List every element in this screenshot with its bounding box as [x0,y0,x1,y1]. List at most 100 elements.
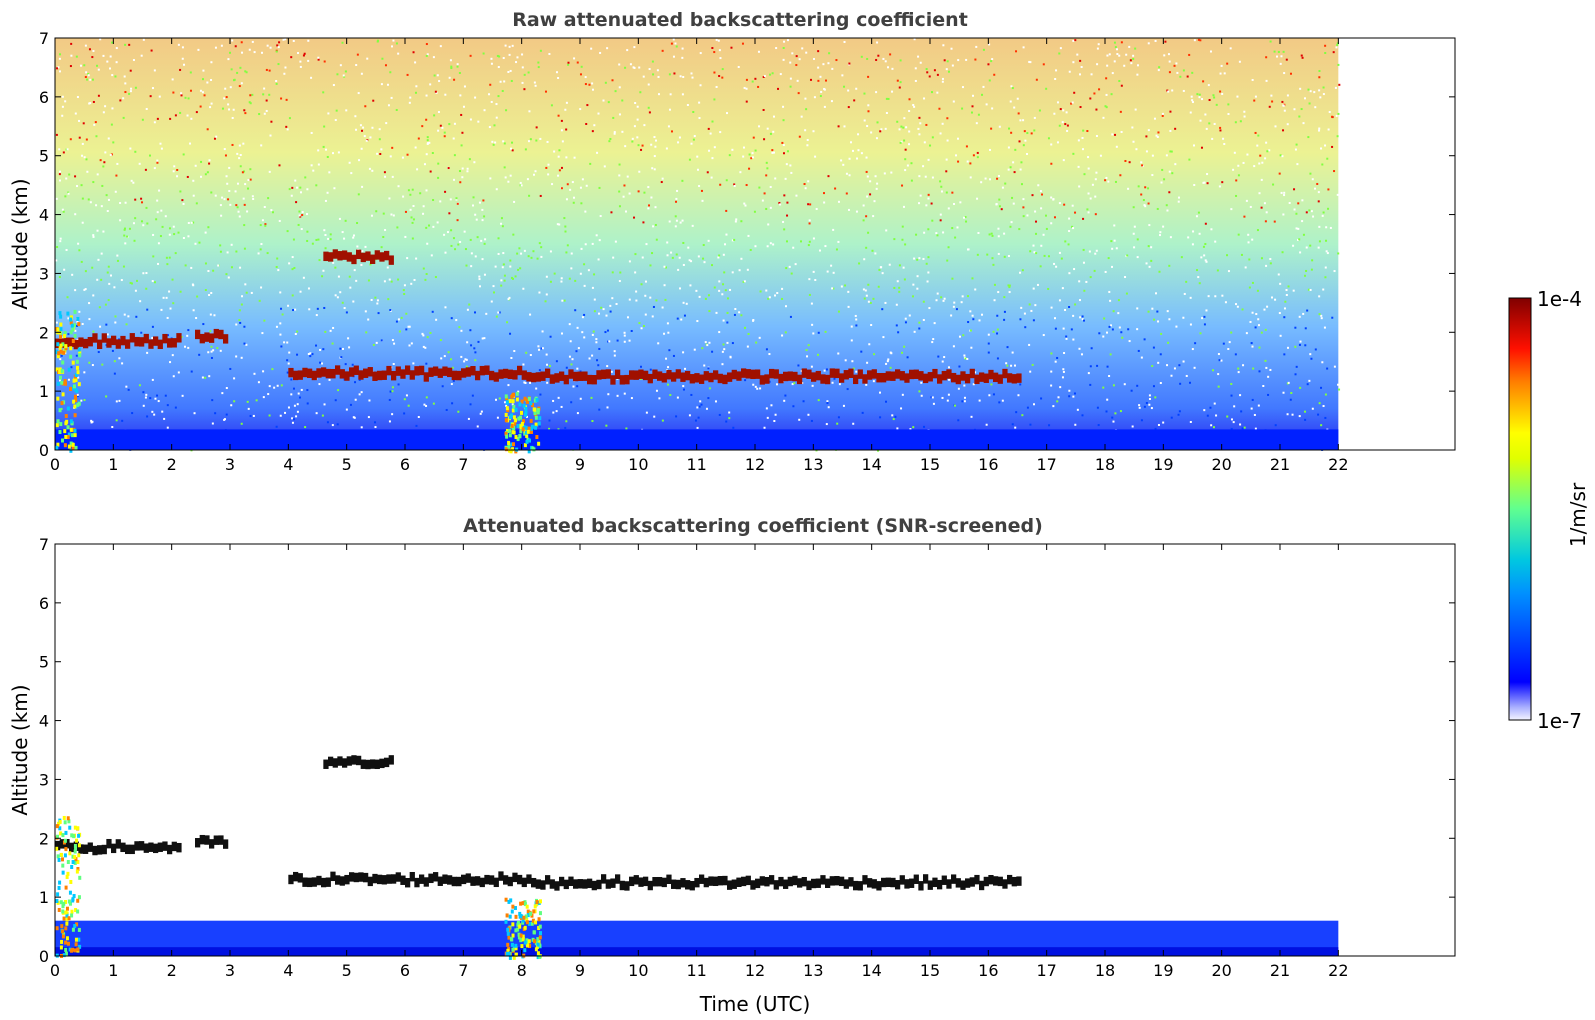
speckle [365,139,368,142]
speckle [439,45,442,48]
precip-cell [534,425,538,430]
speckle [1083,289,1086,292]
speckle [1009,166,1012,169]
speckle [682,388,685,391]
speckle [113,360,116,363]
precip-cell [78,875,82,880]
speckle [892,418,895,421]
speckle [1282,213,1285,216]
speckle [341,231,344,234]
speckle [855,370,858,373]
speckle [291,421,294,424]
speckle [299,186,302,189]
speckle [1269,258,1272,261]
cloud-segment [867,370,873,380]
speckle [991,58,994,61]
speckle [155,218,158,221]
speckle [1298,315,1301,318]
speckle [280,345,283,348]
speckle [279,414,282,417]
precip-cell [522,403,526,408]
speckle [826,270,829,273]
speckle [1050,370,1053,373]
speckle [275,325,278,328]
speckle [917,55,920,58]
speckle [988,178,991,181]
speckle [954,236,957,239]
speckle [1118,326,1121,329]
speckle [1136,307,1139,310]
speckle [715,85,718,88]
speckle [304,176,307,179]
speckle [145,206,148,209]
speckle [692,111,695,114]
speckle [681,219,684,222]
speckle [835,59,838,62]
cloud-segment [372,371,378,381]
cloud-segment [997,876,1003,887]
cloud-segment [374,759,380,770]
speckle [654,223,657,226]
speckle [415,85,418,88]
speckle [576,326,579,329]
precip-cell [523,431,527,436]
speckle [349,286,352,289]
speckle [508,45,511,48]
speckle [1251,398,1254,401]
speckle [111,107,114,110]
speckle [58,148,61,151]
speckle [85,138,88,141]
speckle [167,334,170,337]
cloud-segment [694,877,700,888]
speckle [728,411,731,414]
speckle [1098,332,1101,335]
y-tick-label: 1 [39,382,49,401]
speckle [503,142,506,145]
speckle [967,321,970,324]
speckle [581,316,584,319]
speckle [874,252,877,255]
precip-cell [505,406,509,411]
cloud-segment [374,250,380,260]
cloud-segment [475,876,481,886]
speckle [873,353,876,356]
speckle [166,404,169,407]
speckle [1263,308,1266,311]
speckle [894,415,897,418]
speckle [415,424,418,427]
cloud-segment [811,878,817,889]
speckle [107,137,110,140]
speckle [480,410,483,413]
cloud-segment [979,880,985,891]
speckle [866,125,869,128]
speckle [618,280,621,283]
speckle [342,74,345,77]
speckle [504,176,507,179]
speckle [326,155,329,158]
speckle [509,174,512,177]
precip-cell [60,939,64,944]
speckle [1218,185,1221,188]
speckle [300,228,303,231]
speckle [1336,42,1339,45]
precip-cell [55,350,59,355]
speckle [1325,250,1328,253]
speckle [805,51,808,54]
cloud-segment [661,373,667,383]
speckle [1007,254,1010,257]
speckle [93,123,96,126]
speckle [860,152,863,155]
speckle [1028,343,1031,346]
speckle [1129,59,1132,62]
speckle [790,272,793,275]
cloud-segment [83,338,89,349]
speckle [697,255,700,258]
speckle [207,351,210,354]
speckle [1185,280,1188,283]
cloud-segment [332,249,338,259]
precip-cell [74,372,78,377]
speckle [390,96,393,99]
cloud-segment [797,374,803,385]
precip-cell [523,396,527,401]
speckle [1099,154,1102,157]
